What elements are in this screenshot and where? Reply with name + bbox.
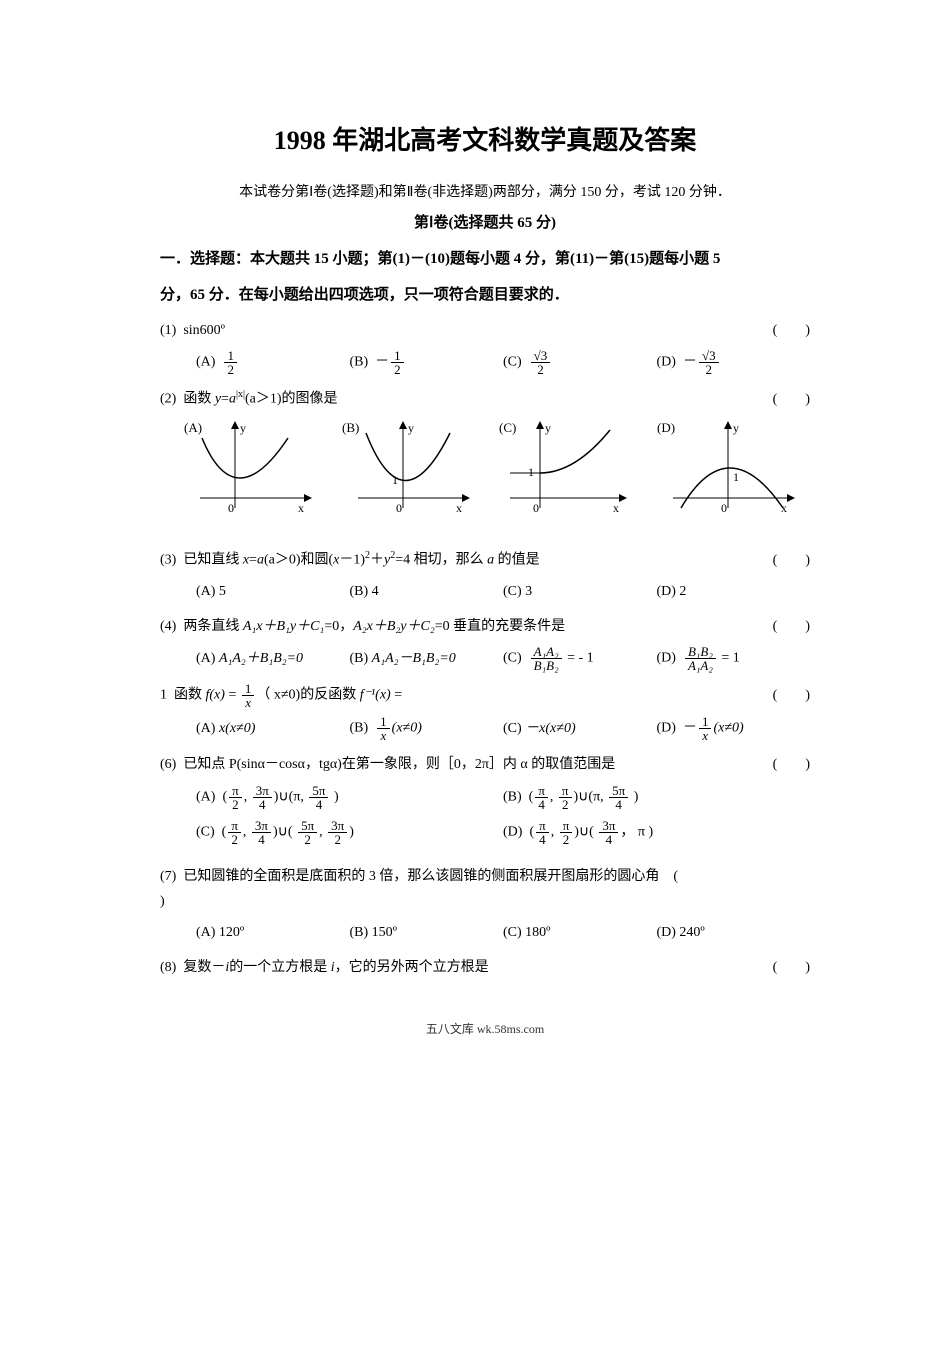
svg-text:1: 1 — [392, 473, 398, 487]
graph-c: (C) y 0 x 1 — [495, 418, 645, 528]
q1-num: (1) — [160, 323, 176, 338]
q1-a-label: (A) — [196, 355, 215, 370]
question-3: (3) 已知直线 x=a(a＞0)和圆(x－1)2＋y2=4 相切，那么 a 的… — [160, 547, 810, 604]
q7-d: (D) 240º — [657, 920, 811, 945]
q2-num: (2) — [160, 392, 176, 407]
svg-text:y: y — [733, 421, 739, 435]
answer-paren: ( ) — [773, 548, 810, 573]
page: 1998 年湖北高考文科数学真题及答案 本试卷分第Ⅰ卷(选择题)和第Ⅱ卷(非选择… — [0, 0, 950, 1057]
svg-text:(A): (A) — [184, 420, 202, 435]
svg-text:0: 0 — [533, 501, 539, 515]
q3-d: (D) 2 — [657, 579, 811, 604]
subhead: 第Ⅰ卷(选择题共 65 分) — [160, 211, 810, 232]
q6-num: (6) — [160, 757, 176, 772]
q7-b: (B) 150º — [350, 920, 504, 945]
q8-num: (8) — [160, 960, 176, 975]
question-6: (6) 已知点 P(sinα－cosα，tgα)在第一象限，则［0，2π］内 α… — [160, 752, 810, 853]
q3-a: (A) 5 — [196, 579, 350, 604]
svg-text:x: x — [298, 501, 304, 515]
section-head-1: 一．选择题：本大题共 15 小题；第(1)－(10)题每小题 4 分，第(11)… — [160, 244, 810, 274]
svg-text:(D): (D) — [657, 420, 675, 435]
graph-d: (D) y 0 x 1 — [653, 418, 803, 528]
answer-paren: ( ) — [773, 955, 810, 980]
q1-d-label: (D) — [657, 355, 676, 370]
svg-text:0: 0 — [721, 501, 727, 515]
svg-text:x: x — [613, 501, 619, 515]
intro: 本试卷分第Ⅰ卷(选择题)和第Ⅱ卷(非选择题)两部分，满分 150 分，考试 12… — [160, 181, 810, 201]
svg-text:0: 0 — [228, 501, 234, 515]
q2-graphs: (A) y 0 x (B) y — [160, 418, 810, 537]
question-7: (7) 已知圆锥的全面积是底面积的 3 倍，那么该圆锥的侧面积展开图扇形的圆心角… — [160, 864, 810, 946]
q1-text: sin600º — [183, 323, 225, 338]
section-head-2: 分，65 分．在每小题给出四项选项，只一项符合题目要求的． — [160, 280, 810, 310]
graph-a: (A) y 0 x — [180, 418, 330, 528]
graph-b: (B) y 0 x 1 — [338, 418, 488, 528]
answer-paren: ( ) — [773, 387, 810, 412]
svg-text:0: 0 — [396, 501, 402, 515]
svg-text:1: 1 — [733, 470, 739, 484]
svg-text:y: y — [545, 421, 551, 435]
answer-paren: ( ) — [773, 318, 810, 343]
q7-c: (C) 180º — [503, 920, 657, 945]
answer-paren: ( ) — [773, 614, 810, 639]
svg-text:(B): (B) — [342, 420, 359, 435]
svg-text:1: 1 — [528, 465, 534, 479]
q1-b-label: (B) — [350, 355, 369, 370]
answer-paren: ( ) — [773, 752, 810, 777]
q5-num: 1 — [160, 688, 167, 703]
dangling-paren: ) — [160, 889, 810, 914]
q7-num: (7) — [160, 869, 176, 884]
svg-text:y: y — [240, 421, 246, 435]
q3-c: (C) 3 — [503, 579, 657, 604]
svg-text:x: x — [781, 501, 787, 515]
question-4: (4) 两条直线 A₁x＋B₁y＋C₁=0，A₂x＋B₂y＋C₂=0 垂直的充要… — [160, 614, 810, 672]
svg-text:(C): (C) — [499, 420, 516, 435]
svg-text:y: y — [408, 421, 414, 435]
answer-paren: ( ) — [773, 683, 810, 708]
q1-c-label: (C) — [503, 355, 522, 370]
question-8: (8) 复数－i的一个立方根是 i，它的另外两个立方根是 ( ) — [160, 955, 810, 980]
question-5: 1 函数 f(x) = 1x（ x≠0)的反函数 f⁻¹(x) = ( ) (A… — [160, 682, 810, 742]
page-title: 1998 年湖北高考文科数学真题及答案 — [160, 120, 810, 157]
q3-num: (3) — [160, 553, 176, 568]
question-2: (2) 函数 y=a|x|(a＞1)的图像是 ( ) (A) y 0 x — [160, 386, 810, 537]
q4-num: (4) — [160, 619, 176, 634]
question-1: (1) sin600º ( ) (A) 12 (B) －12 (C) √32 (… — [160, 318, 810, 376]
q7-a: (A) 120º — [196, 920, 350, 945]
svg-text:x: x — [456, 501, 462, 515]
q3-b: (B) 4 — [350, 579, 504, 604]
footer: 五八文库 wk.58ms.com — [160, 1020, 810, 1037]
